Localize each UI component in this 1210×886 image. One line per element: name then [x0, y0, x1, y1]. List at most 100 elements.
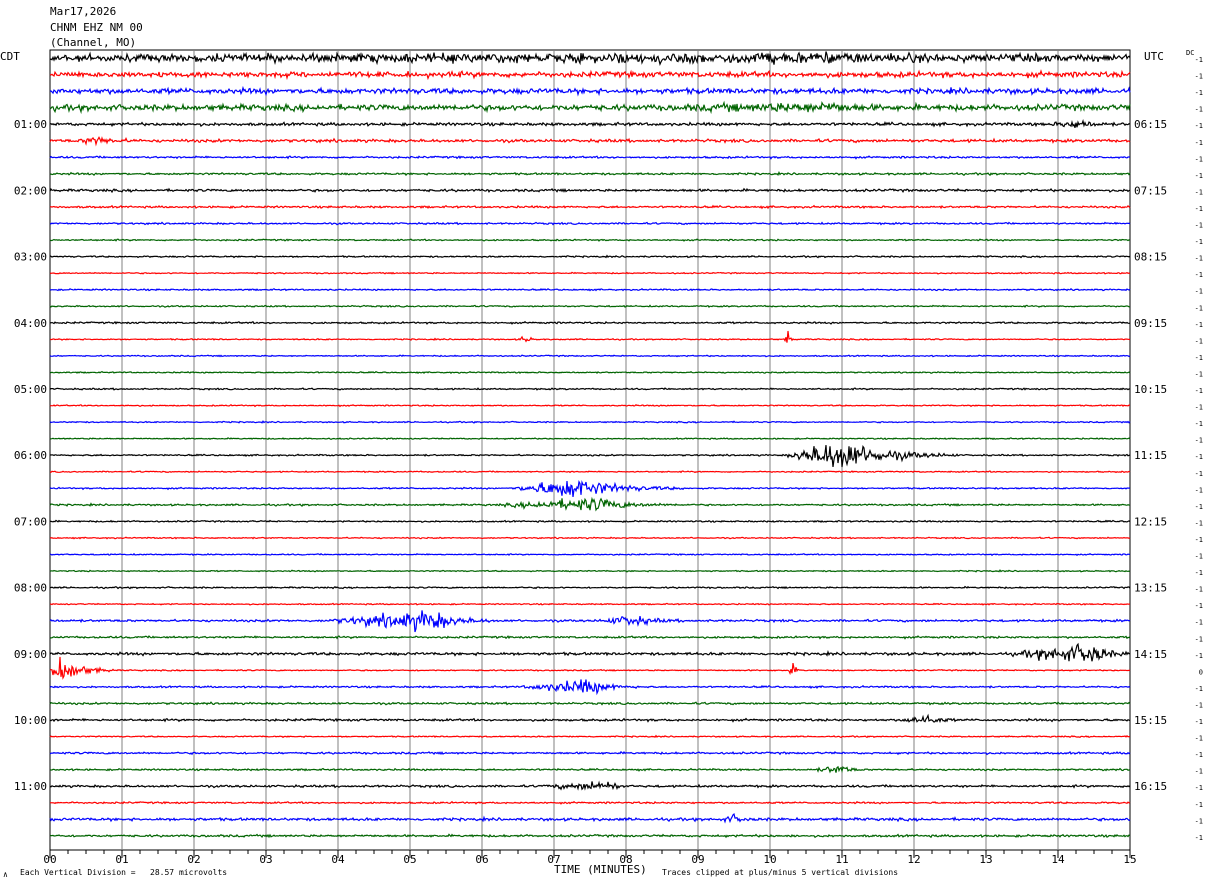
seismic-trace-30 [49, 552, 1131, 557]
dc-offset-label: -1 [1195, 735, 1203, 743]
seismic-trace-1 [49, 69, 1131, 81]
dc-offset-label: -1 [1195, 768, 1203, 776]
dc-offset-label: -1 [1195, 553, 1203, 561]
x-tick-label: 15 [1123, 853, 1136, 866]
dc-offset-label: -1 [1195, 453, 1203, 461]
dc-offset-label: -1 [1195, 817, 1203, 825]
seismic-trace-27 [49, 496, 1131, 512]
seismic-trace-8 [49, 187, 1131, 194]
seismic-trace-45 [49, 800, 1131, 805]
seismic-trace-23 [49, 437, 1131, 441]
dc-offset-label: -1 [1195, 188, 1203, 196]
dc-offset-label: -1 [1195, 73, 1203, 81]
seismic-trace-44 [49, 780, 1131, 791]
left-time-label: 03:00 [14, 251, 47, 264]
seismic-trace-40 [49, 713, 1131, 724]
dc-offset-label: -1 [1195, 122, 1203, 130]
dc-offset-label: -1 [1195, 106, 1203, 114]
header-channel: (Channel, MO) [50, 36, 137, 49]
seismic-trace-17 [50, 330, 1131, 343]
seismic-trace-15 [49, 304, 1131, 309]
dc-offset-label: -1 [1195, 337, 1203, 345]
dc-offset-label: -1 [1195, 354, 1203, 362]
dc-offset-label: -1 [1195, 56, 1203, 64]
dc-offset-label: -1 [1195, 685, 1203, 693]
seismic-trace-38 [49, 679, 1131, 696]
left-time-label: 08:00 [14, 582, 47, 595]
seismic-trace-31 [49, 569, 1131, 573]
x-tick-label: 03 [259, 853, 272, 866]
x-axis-title: TIME (MINUTES) [554, 863, 647, 876]
dc-offset-label: -1 [1195, 801, 1203, 809]
left-time-label: 04:00 [14, 317, 47, 330]
seismic-trace-47 [49, 833, 1131, 839]
seismic-trace-0 [49, 51, 1131, 67]
right-time-label: 14:15 [1134, 648, 1167, 661]
dc-offset-label: -1 [1195, 172, 1203, 180]
x-tick-label: 08 [619, 853, 632, 866]
plot-frame [49, 49, 1131, 851]
seismic-trace-41 [49, 734, 1131, 739]
seismic-trace-22 [49, 420, 1131, 424]
seismic-trace-7 [49, 171, 1131, 177]
clip-note: Traces clipped at plus/minus 5 vertical … [662, 868, 899, 877]
left-time-label: 09:00 [14, 648, 47, 661]
right-time-label: 11:15 [1134, 449, 1167, 462]
x-tick-label: 02 [187, 853, 200, 866]
dc-offset-label: -1 [1195, 784, 1203, 792]
seismic-trace-46 [49, 813, 1131, 824]
seismic-trace-16 [49, 320, 1131, 325]
dc-offset-label: -1 [1195, 751, 1203, 759]
seismic-trace-35 [49, 635, 1131, 640]
right-timezone-label: UTC [1144, 50, 1164, 63]
seismic-trace-39 [49, 701, 1131, 706]
dc-offset-label: -1 [1195, 503, 1203, 511]
dc-offset-label: -1 [1195, 205, 1203, 213]
seismic-trace-25 [49, 470, 1131, 474]
seismic-trace-13 [49, 271, 1131, 275]
dc-offset-label: -1 [1195, 271, 1203, 279]
dc-offset-label: -1 [1195, 404, 1203, 412]
dc-offset-label: -1 [1195, 602, 1203, 610]
seismic-trace-20 [49, 387, 1131, 391]
seismic-trace-4 [49, 119, 1131, 128]
x-tick-label: 05 [403, 853, 416, 866]
dc-offset-label: -1 [1195, 304, 1203, 312]
seismic-trace-11 [49, 238, 1131, 242]
seismic-trace-6 [49, 155, 1130, 160]
dc-offset-label: -1 [1195, 519, 1203, 527]
x-tick-label: 12 [907, 853, 920, 866]
x-tick-label: 00 [43, 853, 56, 866]
right-time-label: 12:15 [1134, 515, 1167, 528]
dc-offset-label: -1 [1195, 569, 1203, 577]
seismic-trace-29 [49, 536, 1131, 540]
dc-offset-label: -1 [1195, 834, 1203, 842]
seismic-trace-12 [49, 254, 1131, 259]
dc-offset-label: -1 [1195, 288, 1203, 296]
seismic-trace-18 [49, 354, 1131, 358]
right-time-label: 09:15 [1134, 317, 1167, 330]
right-time-label: 10:15 [1134, 383, 1167, 396]
seismic-trace-28 [49, 519, 1131, 524]
seismic-trace-5 [49, 136, 1131, 147]
left-time-label: 11:00 [14, 780, 47, 793]
seismic-trace-32 [49, 585, 1131, 590]
left-time-label: 01:00 [14, 118, 47, 131]
left-time-label: 05:00 [14, 383, 47, 396]
left-time-label: 06:00 [14, 449, 47, 462]
seismic-trace-36 [49, 642, 1131, 662]
dc-offset-label: -1 [1195, 238, 1203, 246]
right-time-label: 13:15 [1134, 582, 1167, 595]
x-tick-label: 10 [763, 853, 776, 866]
x-tick-label: 06 [475, 853, 488, 866]
dc-offset-label: -1 [1195, 437, 1203, 445]
x-tick-label: 11 [835, 853, 848, 866]
seismic-trace-10 [49, 221, 1131, 226]
dc-offset-label: -1 [1195, 586, 1203, 594]
x-tick-label: 13 [979, 853, 992, 866]
x-tick-label: 09 [691, 853, 704, 866]
dc-offset-label: -1 [1195, 536, 1203, 544]
seismic-trace-2 [49, 85, 1131, 97]
dc-offset-label: -1 [1195, 486, 1203, 494]
